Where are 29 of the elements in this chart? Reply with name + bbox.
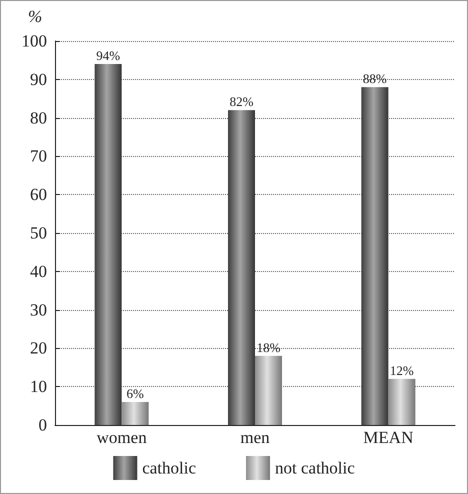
bar	[94, 64, 122, 425]
y-tick-label: 70	[30, 146, 47, 166]
y-tick-label: 90	[30, 70, 47, 89]
y-tick-label: 10	[30, 377, 47, 396]
y-tick-label: 40	[30, 262, 47, 281]
data-label: 12%	[390, 362, 414, 378]
x-tick-label: women	[96, 428, 148, 447]
bar	[255, 356, 282, 425]
data-label: 6%	[126, 386, 144, 401]
bar	[228, 110, 255, 425]
y-axis-title: %	[28, 7, 42, 26]
legend-label: not catholic	[275, 458, 356, 478]
x-tick-label: men	[240, 428, 270, 447]
data-label: 88%	[362, 71, 387, 86]
legend-label: catholic	[142, 458, 196, 478]
y-tick-label: 20	[30, 338, 47, 358]
y-tick-label: 30	[30, 300, 47, 320]
data-label: 18%	[256, 340, 281, 355]
data-label: 94%	[96, 48, 120, 64]
bar	[122, 402, 149, 425]
y-tick-label: 100	[22, 32, 47, 50]
data-label: 82%	[230, 94, 254, 110]
y-tick-label: 0	[38, 416, 47, 434]
y-tick-label: 80	[30, 108, 47, 128]
bar	[361, 87, 388, 425]
y-tick-label: 50	[30, 224, 47, 242]
x-tick-label: MEAN	[363, 428, 414, 447]
bar	[388, 378, 416, 425]
y-tick-label: 60	[30, 185, 47, 204]
